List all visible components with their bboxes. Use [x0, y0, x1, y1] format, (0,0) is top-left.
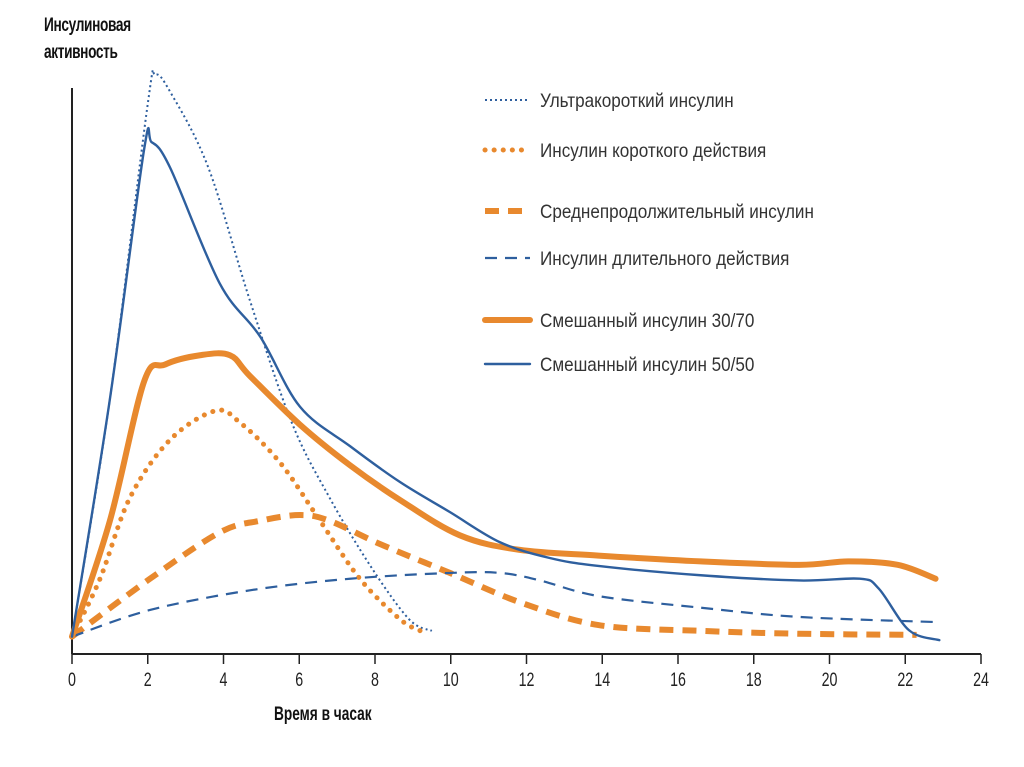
x-tick-label: 0	[68, 669, 76, 690]
legend-label-3: Среднепродолжительный инсулин	[540, 201, 814, 222]
y-axis-label: Инсулиновая активность	[44, 12, 131, 66]
series-line-6	[70, 127, 941, 642]
series-line-3	[70, 512, 917, 640]
series-line-5	[69, 350, 939, 640]
x-tick-label: 4	[220, 669, 228, 690]
x-tick-label: 16	[670, 669, 686, 690]
legend-label-2: Инсулин короткого действия	[540, 140, 766, 161]
legend-label-6: Смешанный инсулин 50/50	[540, 354, 754, 375]
x-tick-label: 24	[973, 669, 989, 690]
x-tick-label: 6	[295, 669, 303, 690]
series-line-1	[71, 68, 433, 637]
y-axis-label-line-1: Инсулиновая	[44, 15, 131, 36]
x-tick-label: 18	[746, 669, 762, 690]
legend-label-4: Инсулин длительного действия	[540, 248, 789, 269]
series-line-4	[71, 571, 940, 638]
x-tick-label: 8	[371, 669, 379, 690]
legend-label-1: Ультракороткий инсулин	[540, 90, 734, 111]
x-tick-label: 22	[897, 669, 913, 690]
x-tick-label: 12	[519, 669, 535, 690]
x-tick-label: 20	[822, 669, 838, 690]
x-tick-label: 10	[443, 669, 459, 690]
x-axis-label: Время в часак	[274, 704, 372, 725]
x-tick-label: 2	[144, 669, 152, 690]
y-axis-label-line-2: активность	[44, 42, 118, 63]
legend-label-5: Смешанный инсулин 30/70	[540, 310, 754, 331]
x-tick-label: 14	[594, 669, 610, 690]
